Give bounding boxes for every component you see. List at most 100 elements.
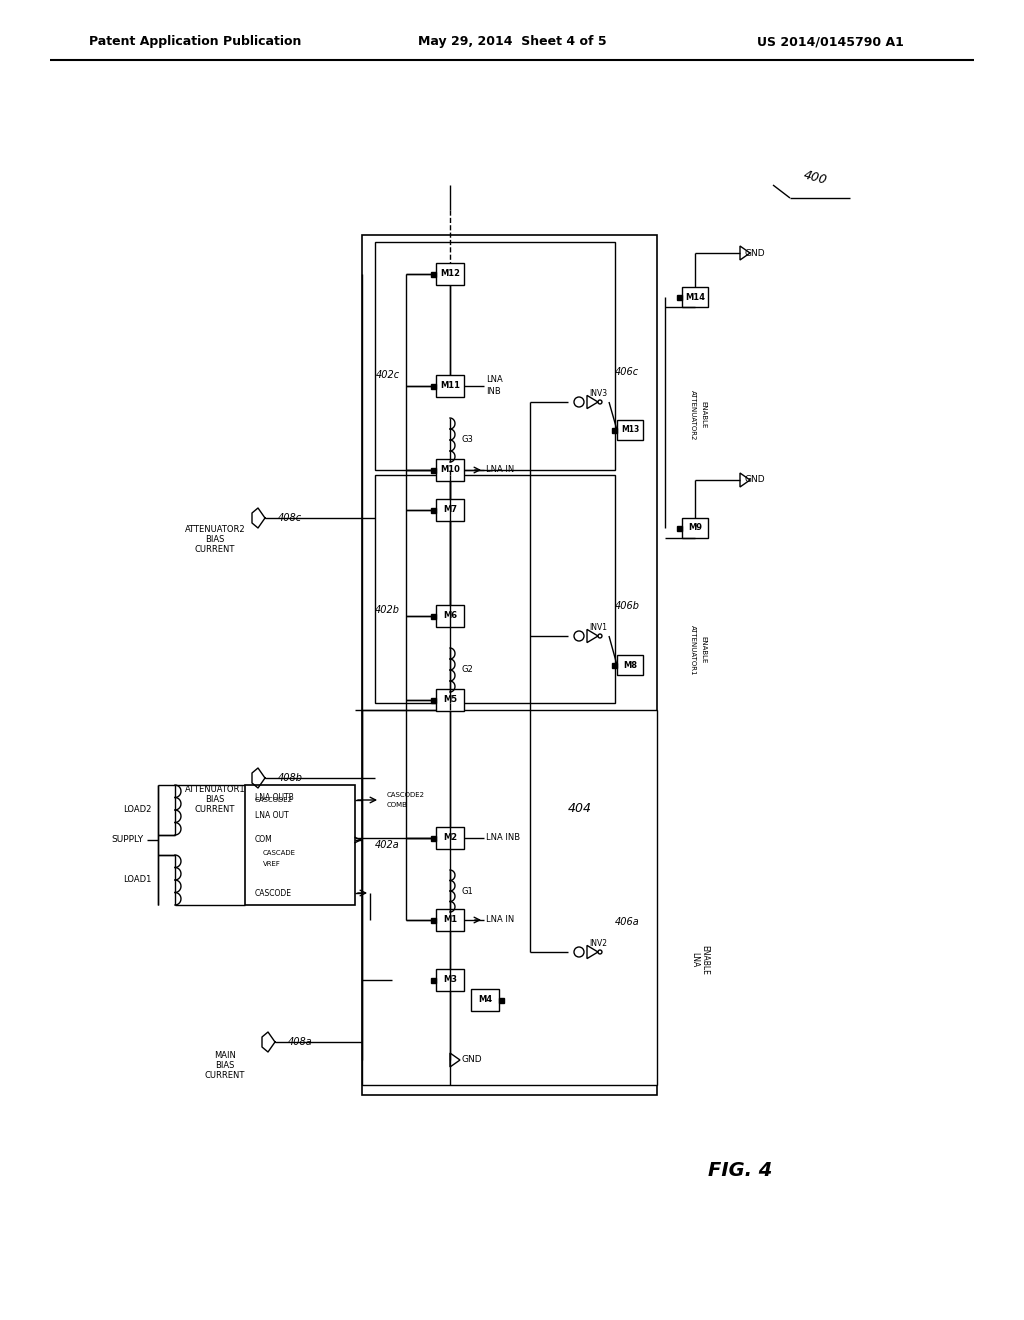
Text: ENABLE: ENABLE	[700, 636, 706, 664]
Text: INB: INB	[486, 387, 501, 396]
Text: VREF: VREF	[263, 861, 281, 867]
Text: Patent Application Publication: Patent Application Publication	[89, 36, 301, 49]
Bar	[375, 242, 615, 470]
Bar	[375, 475, 615, 704]
Bar	[431, 384, 436, 388]
Text: 406b: 406b	[614, 601, 640, 611]
Text: 402b: 402b	[375, 605, 400, 615]
Text: GND: GND	[744, 475, 765, 484]
Bar	[436, 499, 464, 521]
Bar	[436, 605, 464, 627]
Bar	[431, 697, 436, 702]
Text: LNA: LNA	[486, 375, 503, 384]
Text: CURRENT: CURRENT	[205, 1071, 245, 1080]
Text: CASCODE: CASCODE	[255, 888, 292, 898]
Text: M9: M9	[688, 524, 702, 532]
Text: 408b: 408b	[278, 774, 303, 783]
Bar	[362, 710, 657, 1085]
Text: M7: M7	[443, 506, 457, 515]
Text: G2: G2	[462, 665, 474, 675]
Bar	[431, 917, 436, 923]
Text: COM: COM	[255, 836, 272, 845]
Text: M12: M12	[440, 269, 460, 279]
Text: M10: M10	[440, 466, 460, 474]
Text: ATTENUATOR2: ATTENUATOR2	[690, 389, 696, 440]
Bar	[617, 420, 643, 440]
Bar	[436, 828, 464, 849]
Bar	[431, 467, 436, 473]
Bar	[677, 294, 682, 300]
Text: BIAS: BIAS	[206, 796, 224, 804]
Text: COMB: COMB	[387, 803, 408, 808]
Bar	[431, 507, 436, 512]
Text: LNA: LNA	[690, 952, 699, 968]
Text: CASCADE: CASCADE	[263, 850, 296, 855]
Text: CURRENT: CURRENT	[195, 545, 236, 554]
Bar	[436, 263, 464, 285]
Bar	[436, 375, 464, 397]
Text: M13: M13	[621, 425, 639, 434]
Bar	[612, 428, 617, 433]
Text: G1: G1	[462, 887, 474, 895]
Text: LOAD1: LOAD1	[124, 875, 152, 884]
Text: ATTENUATOR1: ATTENUATOR1	[690, 624, 696, 676]
Bar	[436, 689, 464, 711]
Text: CURRENT: CURRENT	[195, 805, 236, 814]
Text: 406c: 406c	[615, 367, 639, 378]
Text: FIG. 4: FIG. 4	[708, 1160, 772, 1180]
Text: CASCODE2: CASCODE2	[255, 797, 293, 803]
Text: LNA IN: LNA IN	[486, 466, 514, 474]
Text: GND: GND	[462, 1056, 482, 1064]
Text: LNA INB: LNA INB	[486, 833, 520, 842]
Bar	[682, 286, 708, 308]
Bar	[471, 989, 499, 1011]
Text: 406a: 406a	[614, 917, 639, 927]
Text: INV2: INV2	[589, 940, 607, 949]
Text: LNA IN: LNA IN	[486, 916, 514, 924]
Text: M3: M3	[443, 975, 457, 985]
Text: M2: M2	[443, 833, 457, 842]
Bar	[362, 235, 657, 1096]
Text: M5: M5	[443, 696, 457, 705]
Text: LNA OUTB: LNA OUTB	[255, 793, 294, 803]
Text: SUPPLY: SUPPLY	[111, 836, 143, 845]
Bar	[617, 655, 643, 675]
Text: ATTENUATOR1: ATTENUATOR1	[184, 785, 246, 795]
Text: INV1: INV1	[589, 623, 607, 632]
Bar	[677, 525, 682, 531]
Text: M1: M1	[443, 916, 457, 924]
Text: G3: G3	[462, 436, 474, 445]
Bar	[245, 785, 355, 906]
Bar	[436, 909, 464, 931]
Text: MAIN: MAIN	[214, 1051, 236, 1060]
Text: M8: M8	[623, 660, 637, 669]
Text: M6: M6	[443, 611, 457, 620]
Text: CASCODE2: CASCODE2	[387, 792, 425, 799]
Text: 402c: 402c	[376, 370, 400, 380]
Text: ATTENUATOR2: ATTENUATOR2	[184, 525, 246, 535]
Text: 404: 404	[568, 801, 592, 814]
Bar	[431, 978, 436, 982]
Bar	[436, 969, 464, 991]
Text: 402a: 402a	[375, 840, 400, 850]
Bar	[431, 836, 436, 841]
Text: US 2014/0145790 A1: US 2014/0145790 A1	[757, 36, 903, 49]
Text: BIAS: BIAS	[206, 536, 224, 544]
Text: 400: 400	[802, 169, 828, 187]
Text: ENABLE: ENABLE	[700, 945, 709, 975]
Bar	[436, 459, 464, 480]
Bar	[682, 517, 708, 539]
Text: 408c: 408c	[278, 513, 302, 523]
Text: 408a: 408a	[288, 1038, 312, 1047]
Text: INV3: INV3	[589, 389, 607, 399]
Text: M4: M4	[478, 995, 493, 1005]
Text: ENABLE: ENABLE	[700, 401, 706, 429]
Text: LNA OUT: LNA OUT	[255, 810, 289, 820]
Text: LOAD2: LOAD2	[124, 805, 152, 814]
Bar	[612, 663, 617, 668]
Text: BIAS: BIAS	[215, 1060, 234, 1069]
Text: GND: GND	[744, 248, 765, 257]
Bar	[431, 614, 436, 619]
Bar	[499, 998, 504, 1002]
Bar	[431, 272, 436, 276]
